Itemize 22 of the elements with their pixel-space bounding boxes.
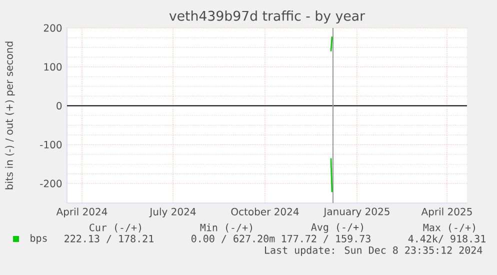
legend-label: bps: [30, 234, 47, 244]
y-tick-label: -200: [40, 180, 62, 188]
x-tick-label: April 2025: [421, 208, 472, 218]
x-tick-label: July 2024: [149, 208, 196, 218]
text: 177.72 / 159.73: [282, 234, 370, 244]
chart-title: veth439b97d traffic - by year: [169, 10, 366, 24]
text: Avg (-/+): [311, 223, 363, 233]
x-tick-label: April 2024: [56, 208, 108, 218]
text: 222.13 / 178.21: [64, 234, 154, 244]
text: Max (-/+): [423, 224, 475, 232]
text: 0.00 / 627.20m: [192, 234, 275, 244]
text: Cur (-/+): [90, 224, 142, 232]
y-tick-label: -100: [40, 140, 62, 148]
text: Min (-/+): [200, 224, 252, 232]
text: Last update: Sun Dec 8 23:35:12 2024: [265, 246, 482, 256]
y-tick-label: 200: [44, 24, 62, 32]
y-tick-label: 100: [44, 63, 62, 71]
text: 4.42k/ 918.31: [408, 234, 486, 244]
y-axis-title: bits in (-) / out (+) per second: [5, 42, 15, 190]
x-tick-label: October 2024: [231, 208, 299, 216]
y-tick-label: 0: [56, 102, 62, 110]
x-tick-label: January 2025: [323, 208, 390, 218]
